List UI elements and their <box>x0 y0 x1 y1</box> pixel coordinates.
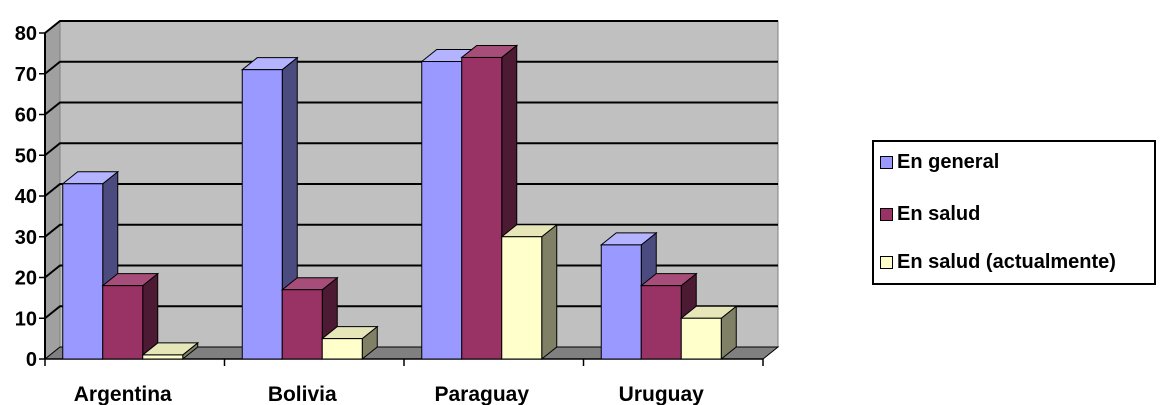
legend-item-en-general: En general <box>880 150 999 174</box>
legend-swatch-en-salud <box>880 207 893 221</box>
y-tick-label: 60 <box>15 105 37 127</box>
legend-swatch-en-salud-actualmente <box>880 255 893 269</box>
y-tick-label: 80 <box>15 23 37 45</box>
y-tick-label: 10 <box>15 308 37 330</box>
legend-label-en-salud-actualmente: En salud (actualmente) <box>897 250 1116 273</box>
bar <box>321 338 363 360</box>
gridline <box>44 60 778 75</box>
x-tick-label: Argentina <box>74 383 172 405</box>
legend-swatch-en-general <box>880 155 893 169</box>
bar <box>281 289 323 360</box>
bar <box>600 244 642 360</box>
bar <box>102 285 144 360</box>
bar <box>142 354 184 360</box>
y-tick-label: 20 <box>15 268 37 290</box>
x-tick-label: Paraguay <box>434 383 529 405</box>
y-tick-label: 70 <box>15 64 37 86</box>
bar <box>62 183 104 360</box>
bar-side <box>541 223 558 361</box>
x-tick-label: Bolivia <box>268 383 337 405</box>
y-tick-label: 50 <box>15 145 37 167</box>
bar <box>421 61 463 360</box>
bar <box>461 56 503 360</box>
gridline <box>44 20 778 34</box>
y-tick-label: 40 <box>15 186 37 208</box>
bar <box>241 69 283 360</box>
gridline <box>44 183 778 197</box>
x-tick-label: Uruguay <box>619 383 705 405</box>
bar <box>640 285 682 360</box>
chart-legend: En general En salud En salud (actualment… <box>872 140 1156 285</box>
legend-label-en-general: En general <box>897 150 1000 173</box>
legend-label-en-salud: En salud <box>897 202 981 225</box>
legend-item-en-salud: En salud <box>880 202 980 226</box>
y-tick-label: 30 <box>15 227 37 249</box>
legend-item-en-salud-actualmente: En salud (actualmente) <box>880 250 1116 274</box>
gridline <box>44 101 778 116</box>
y-tick-label: 0 <box>26 349 37 371</box>
bar <box>501 236 543 360</box>
gridline <box>44 142 778 157</box>
bar <box>680 317 722 360</box>
